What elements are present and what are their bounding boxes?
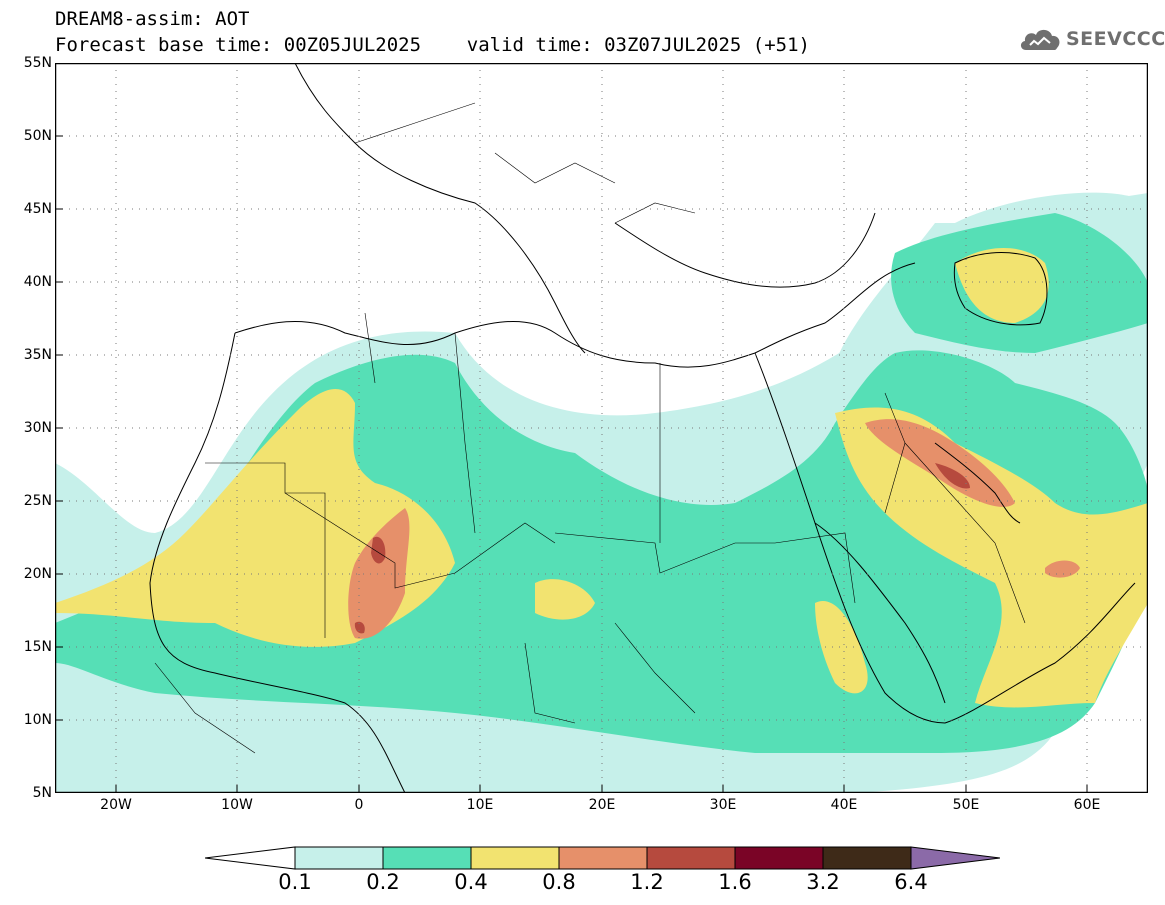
- lat-label: 35N: [23, 347, 52, 363]
- aot-band-high: [348, 419, 1080, 639]
- colorbar-label: 0.8: [542, 870, 576, 894]
- colorbar-label: 0.4: [454, 870, 488, 894]
- map-border: [54, 62, 1149, 794]
- aot-map: [54, 62, 1149, 794]
- colorbar-label: 0.1: [278, 870, 312, 894]
- colorbar-segment: [734, 846, 824, 870]
- lat-label: 55N: [23, 55, 52, 71]
- colorbar-segment: [822, 846, 912, 870]
- logo-text: SEEVCCC: [1066, 28, 1165, 50]
- forecast-times: Forecast base time: 00Z05JUL2025 valid t…: [55, 34, 810, 56]
- lat-label: 25N: [23, 493, 52, 509]
- colorbar-segment: [558, 846, 648, 870]
- colorbar-label: 3.2: [806, 870, 840, 894]
- lon-label: 0: [354, 797, 364, 813]
- lat-label: 10N: [23, 712, 52, 728]
- colorbar-graphic: [204, 846, 1001, 870]
- colorbar-label: 6.4: [894, 870, 928, 894]
- lon-label: 20E: [588, 797, 616, 813]
- lat-label: 50N: [23, 128, 52, 144]
- colorbar: [204, 843, 1001, 873]
- lat-label: 45N: [23, 201, 52, 217]
- colorbar-segment-below: [204, 846, 296, 870]
- cloud-icon: [1020, 29, 1060, 50]
- lon-label: 10E: [466, 797, 494, 813]
- lat-label: 40N: [23, 274, 52, 290]
- lon-label: 40E: [830, 797, 858, 813]
- lat-label: 5N: [32, 785, 52, 801]
- lat-label: 30N: [23, 420, 52, 436]
- map-canvas: [54, 62, 1149, 794]
- lon-label: 30E: [709, 797, 737, 813]
- country-borders: [154, 102, 1026, 754]
- map-title: DREAM8-assim: AOT: [55, 8, 250, 30]
- colorbar-segment: [470, 846, 560, 870]
- coastlines: [149, 62, 1136, 794]
- lon-label: 20W: [100, 797, 132, 813]
- colorbar-label: 1.6: [718, 870, 752, 894]
- lon-label: 60E: [1073, 797, 1101, 813]
- colorbar-segment-above: [910, 846, 1001, 870]
- lat-label: 20N: [23, 566, 52, 582]
- colorbar-segment: [646, 846, 736, 870]
- colorbar-label: 1.2: [630, 870, 664, 894]
- colorbar-segment: [382, 846, 472, 870]
- seevccc-logo: SEEVCCC: [1018, 24, 1165, 56]
- aot-band-very-high: [354, 463, 970, 634]
- lon-label: 50E: [952, 797, 980, 813]
- graticule: [55, 63, 1148, 793]
- lon-label: 10W: [221, 797, 253, 813]
- colorbar-segment: [294, 846, 384, 870]
- colorbar-label: 0.2: [366, 870, 400, 894]
- lat-label: 15N: [23, 639, 52, 655]
